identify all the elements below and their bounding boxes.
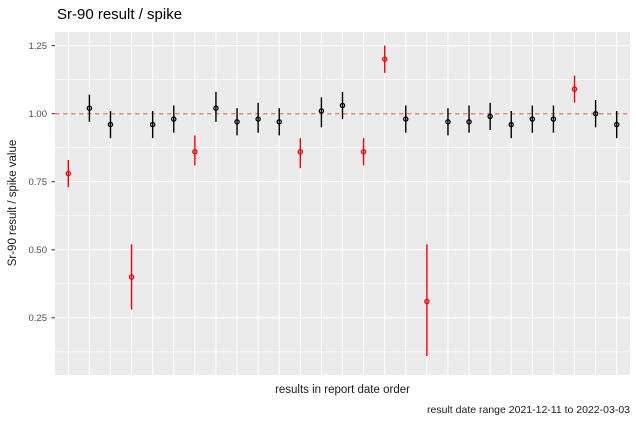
data-point [529, 116, 536, 122]
data-point [592, 110, 599, 117]
data-point [550, 116, 557, 122]
data-point [128, 274, 135, 280]
y-tick-label: 1.00 [29, 109, 48, 120]
y-axis-label: Sr-90 result / spike value [7, 139, 19, 267]
data-point [65, 170, 72, 177]
data-point [381, 56, 388, 62]
data-point [318, 108, 325, 114]
data-point [255, 116, 261, 122]
data-point [276, 119, 282, 125]
data-point [403, 116, 409, 122]
data-point [192, 149, 198, 155]
data-point [424, 298, 430, 305]
data-point [508, 121, 514, 128]
data-point [466, 119, 472, 125]
data-point [297, 149, 304, 155]
data-point [86, 105, 93, 111]
y-tick-label: 0.50 [29, 245, 48, 256]
data-point [339, 102, 346, 109]
chart-title: Sr-90 result / spike [57, 6, 183, 23]
data-point [487, 113, 493, 120]
data-point [107, 121, 114, 128]
caption: result date range 2021-12-11 to 2022-03-… [427, 404, 630, 416]
data-point [149, 121, 156, 128]
y-tick-label: 1.25 [29, 41, 48, 52]
data-point [445, 119, 451, 125]
data-point [234, 119, 240, 125]
y-tick-label: 0.25 [29, 313, 48, 324]
data-point [613, 121, 620, 128]
y-tick-label: 0.75 [29, 177, 48, 188]
data-point [571, 86, 578, 92]
data-point [171, 116, 177, 122]
x-axis-label: results in report date order [275, 384, 410, 396]
data-point [360, 149, 367, 155]
data-point [213, 105, 219, 111]
